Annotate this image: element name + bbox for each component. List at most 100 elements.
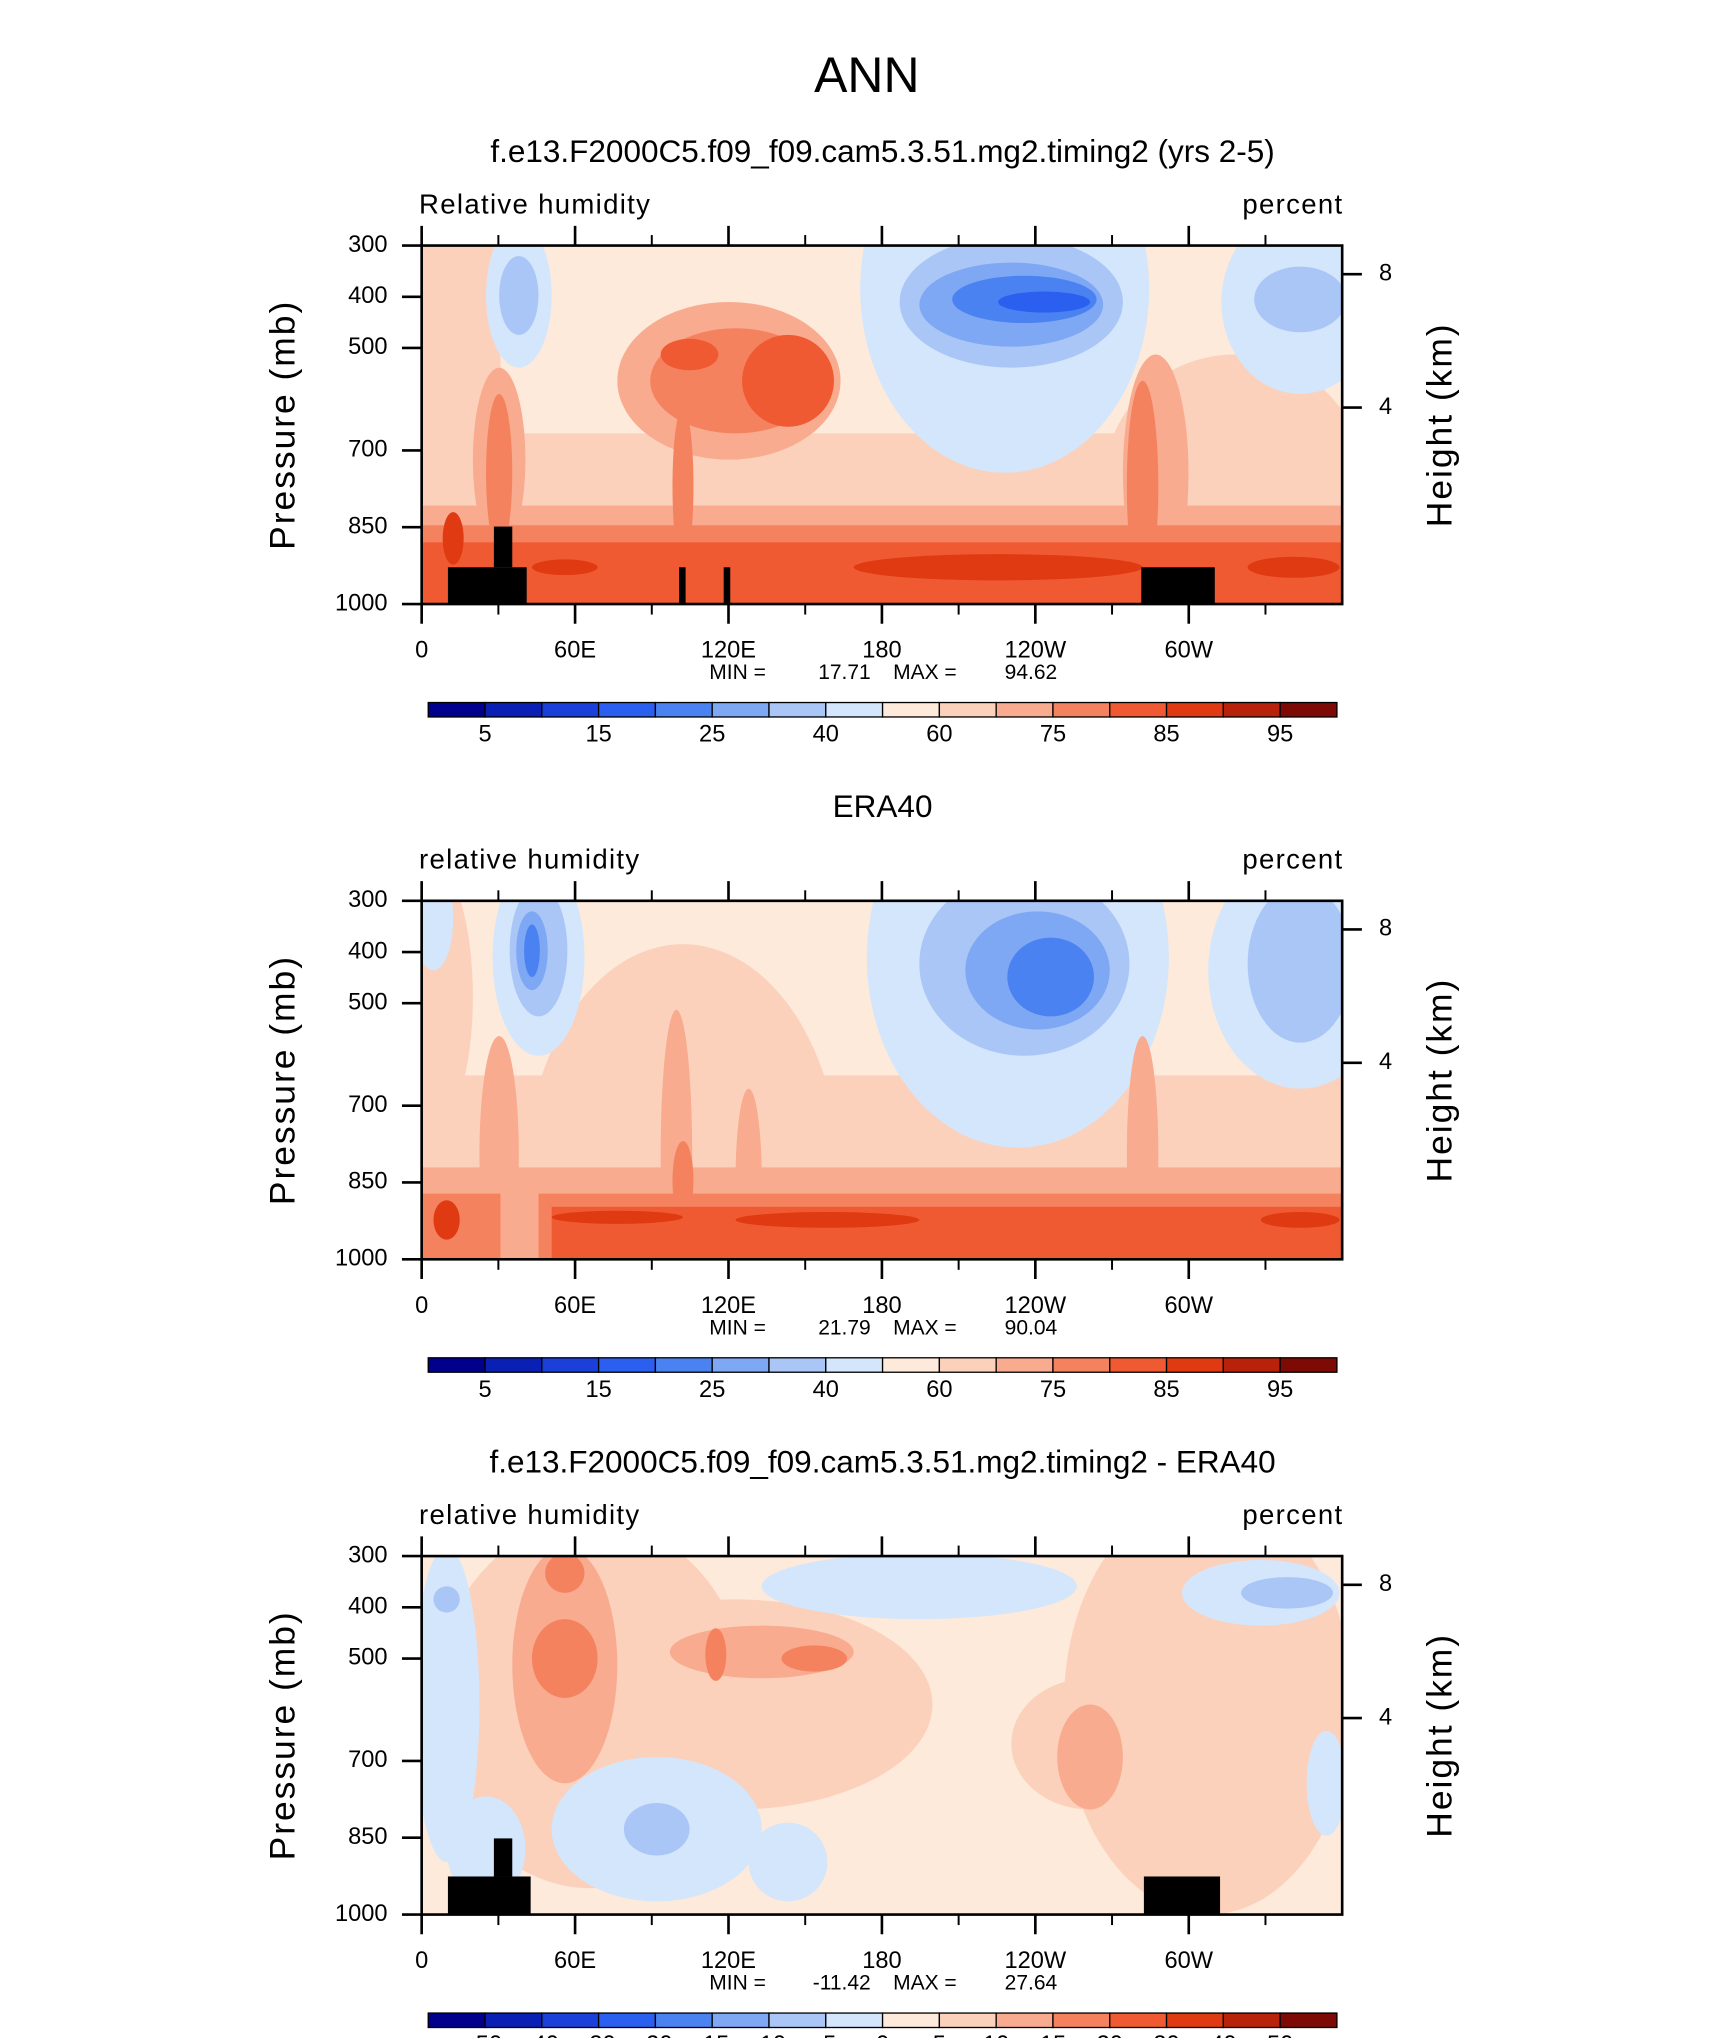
colorbar-box: [1222, 1357, 1281, 1373]
max-label: MAX =: [893, 1316, 957, 1339]
colorbar-box: [654, 701, 713, 718]
colorbar-label: -20: [638, 2032, 672, 2038]
max-label: MAX =: [893, 1972, 957, 1995]
y-tick-label: 500: [348, 989, 387, 1015]
field-name: relative humidity: [419, 1499, 640, 1530]
y2-tick-label: 8: [1379, 1571, 1392, 1597]
colorbar-box: [1165, 2012, 1224, 2029]
colorbar-box: [995, 1357, 1054, 1373]
min-value: -11.42: [813, 1972, 871, 1995]
colorbar-box: [881, 2012, 941, 2029]
x-tick-label: 60E: [554, 638, 596, 664]
colorbar-box: [768, 1357, 827, 1373]
contour-field: [421, 1556, 1343, 1915]
field-name: relative humidity: [419, 844, 640, 875]
min-value: 21.79: [818, 1316, 871, 1339]
colorbar-box: [1279, 2012, 1338, 2029]
colorbar-box: [654, 2012, 713, 2029]
colorbar-label: 15: [585, 1377, 611, 1403]
colorbar-label: 50: [1267, 2032, 1293, 2038]
colorbar-box: [825, 2012, 884, 2029]
colorbar-box: [541, 1357, 600, 1373]
colorbar-box: [597, 2012, 657, 2029]
x-tick-label: 0: [415, 638, 428, 664]
colorbar-box: [1222, 2012, 1281, 2029]
colorbar-label: 5: [478, 1377, 491, 1403]
colorbar-label: 40: [813, 722, 839, 748]
colorbar-box: [427, 2012, 486, 2029]
colorbar-label: 5: [478, 722, 491, 748]
y-axis-title: Pressure (mb): [262, 300, 302, 550]
colorbar-box: [938, 2012, 997, 2029]
colorbar-box: [711, 2012, 770, 2029]
y-tick-label: 400: [348, 283, 387, 309]
colorbar-label: 40: [813, 1377, 839, 1403]
x-tick-label: 120E: [701, 1948, 756, 1974]
colorbar-box: [1052, 701, 1111, 718]
y-tick-label: 300: [348, 1542, 387, 1568]
colorbar-box: [541, 2012, 600, 2029]
colorbar-label: 20: [1097, 2032, 1123, 2038]
y2-axis-title: Height (km): [1419, 978, 1459, 1183]
x-tick-label: 60E: [554, 1293, 596, 1319]
colorbar-box: [938, 701, 997, 718]
y2-tick-label: 8: [1379, 916, 1392, 942]
max-value: 90.04: [1005, 1316, 1058, 1339]
y-tick-label: 400: [348, 938, 387, 964]
x-tick-label: 120W: [1004, 1293, 1066, 1319]
colorbar-label: -5: [815, 2032, 836, 2038]
colorbar-box: [1165, 1357, 1224, 1373]
max-value: 94.62: [1005, 661, 1058, 684]
field-name: Relative humidity: [419, 188, 651, 219]
colorbar-box: [1165, 701, 1224, 718]
y-tick-label: 850: [348, 1824, 387, 1850]
x-tick-label: 120E: [701, 1293, 756, 1319]
colorbar-label: 85: [1153, 722, 1179, 748]
colorbar-box: [1279, 701, 1338, 718]
min-label: MIN =: [709, 661, 766, 684]
colorbar-box: [1052, 2012, 1111, 2029]
colorbar-box: [597, 1357, 657, 1373]
colorbar-box: [938, 1357, 997, 1373]
x-tick-label: 60W: [1164, 1293, 1213, 1319]
colorbar-label: 30: [1153, 2032, 1179, 2038]
colorbar-label: 75: [1040, 722, 1066, 748]
y-tick-label: 1000: [335, 590, 388, 616]
colorbar-box: [1109, 2012, 1168, 2029]
x-tick-label: 180: [862, 1293, 901, 1319]
colorbar-label: 25: [699, 1377, 725, 1403]
colorbar-box: [711, 701, 770, 718]
colorbar-label: 60: [926, 722, 952, 748]
y2-tick-label: 4: [1379, 1704, 1392, 1730]
colorbar-box: [995, 2012, 1054, 2029]
units: percent: [1242, 844, 1343, 875]
colorbar-box: [541, 701, 600, 718]
panel-title: f.e13.F2000C5.f09_f09.cam5.3.51.mg2.timi…: [490, 133, 1274, 169]
colorbar-box: [1052, 1357, 1111, 1373]
colorbar-box: [881, 1357, 941, 1373]
colorbar-box: [427, 1357, 486, 1373]
colorbar-label: -10: [752, 2032, 786, 2038]
colorbar-label: -40: [525, 2032, 559, 2038]
colorbar-box: [597, 701, 657, 718]
contour-field: [421, 245, 1343, 605]
y-tick-label: 850: [348, 1169, 387, 1195]
y-axis-title: Pressure (mb): [262, 1610, 302, 1860]
colorbar-box: [1279, 1357, 1338, 1373]
colorbar-label: 75: [1040, 1377, 1066, 1403]
panel-title: ERA40: [833, 788, 933, 824]
colorbar-label: 40: [1210, 2032, 1236, 2038]
colorbar-box: [1109, 701, 1168, 718]
y2-tick-label: 4: [1379, 394, 1392, 420]
x-tick-label: 120W: [1004, 638, 1066, 664]
colorbar-label: -15: [695, 2032, 729, 2038]
colorbar-label: 10: [983, 2032, 1009, 2038]
panel: f.e13.F2000C5.f09_f09.cam5.3.51.mg2.timi…: [262, 133, 1459, 748]
colorbar-label: 85: [1153, 1377, 1179, 1403]
max-value: 27.64: [1005, 1972, 1058, 1995]
y-tick-label: 700: [348, 1092, 387, 1118]
y2-tick-label: 8: [1379, 260, 1392, 286]
units: percent: [1242, 188, 1343, 219]
